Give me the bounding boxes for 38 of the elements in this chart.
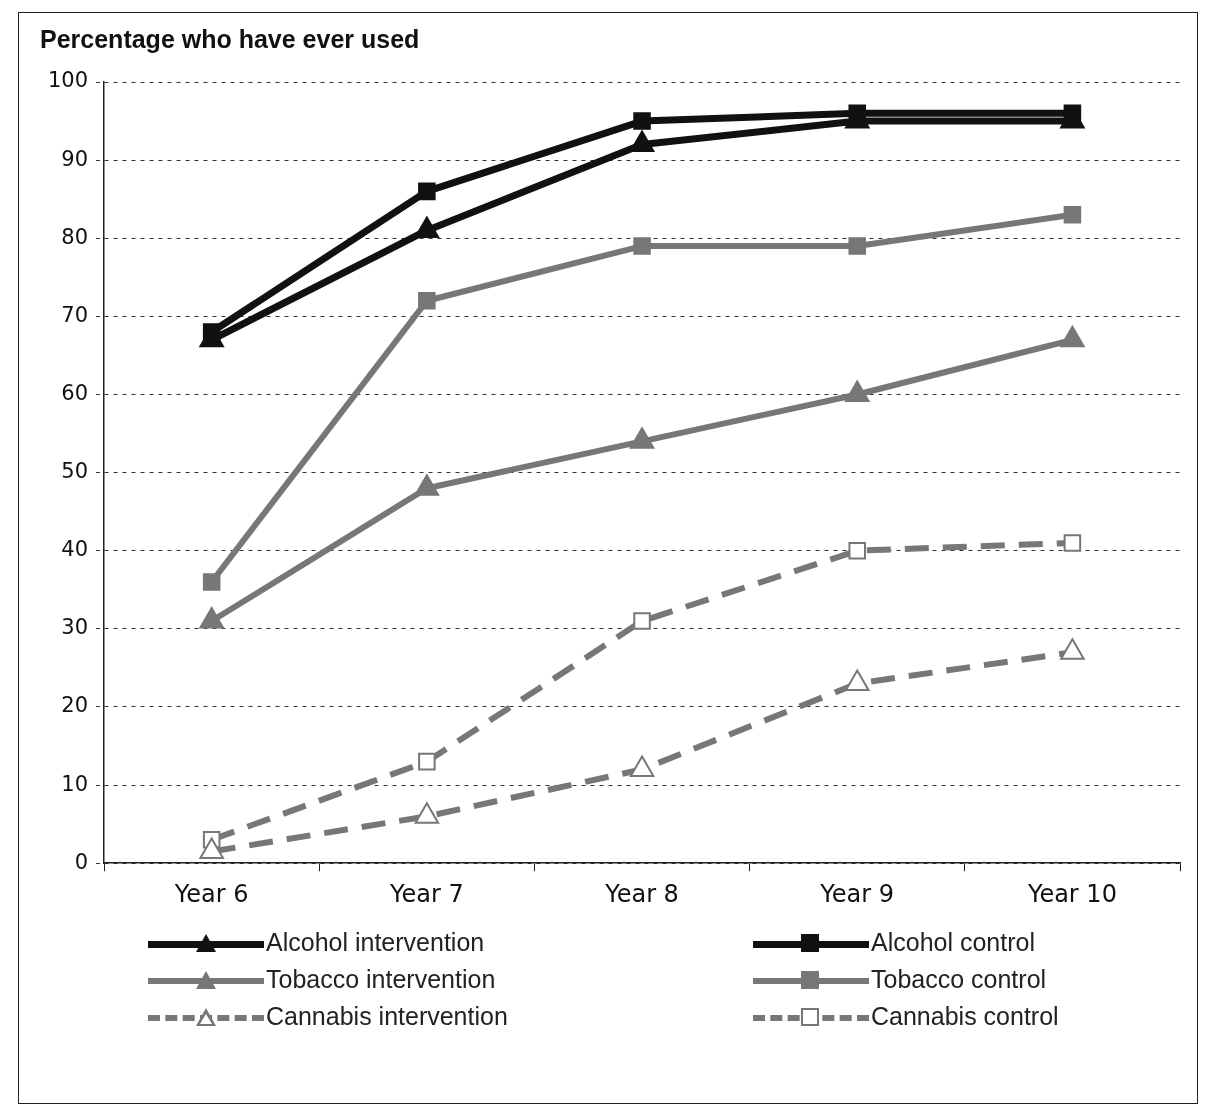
point [633,237,651,255]
y-tick-label: 20 [61,693,89,718]
y-tick-label: 50 [61,459,89,484]
point [414,802,440,824]
point [848,237,866,255]
y-tick-label: 0 [74,849,89,874]
point [418,291,436,310]
x-tick-label: Year 7 [389,879,464,908]
y-tick-label: 60 [61,380,89,405]
legend-label: Cannabis control [871,1002,1059,1031]
y-tick-label: 10 [61,771,89,796]
x-tick-label: Year 6 [173,879,249,908]
x-tick-label: Year 9 [819,879,895,908]
chart-title: Percentage who have ever used [40,24,420,53]
point [629,427,655,449]
y-tick-label: 100 [47,68,89,93]
legend-label: Tobacco intervention [266,965,496,994]
x-tick-label: Year 8 [604,879,679,908]
point [199,837,224,859]
y-tick-label: 80 [61,224,89,249]
point [1060,638,1085,660]
point [418,182,436,201]
point [414,474,440,496]
point [844,669,870,692]
point [1063,206,1082,224]
point [199,607,224,629]
legend-label: Cannabis intervention [266,1002,508,1031]
x-tick-label: Year 10 [1026,879,1117,908]
point [633,112,651,130]
y-tick-label: 30 [61,615,89,640]
legend-label: Tobacco control [871,965,1047,994]
y-tick-label: 70 [61,302,89,327]
legend-label: Alcohol control [871,928,1035,957]
y-tick-label: 90 [61,146,89,171]
point [848,541,866,560]
legend-label: Alcohol intervention [266,928,485,957]
y-tick-label: 40 [61,537,89,562]
point [629,755,655,777]
